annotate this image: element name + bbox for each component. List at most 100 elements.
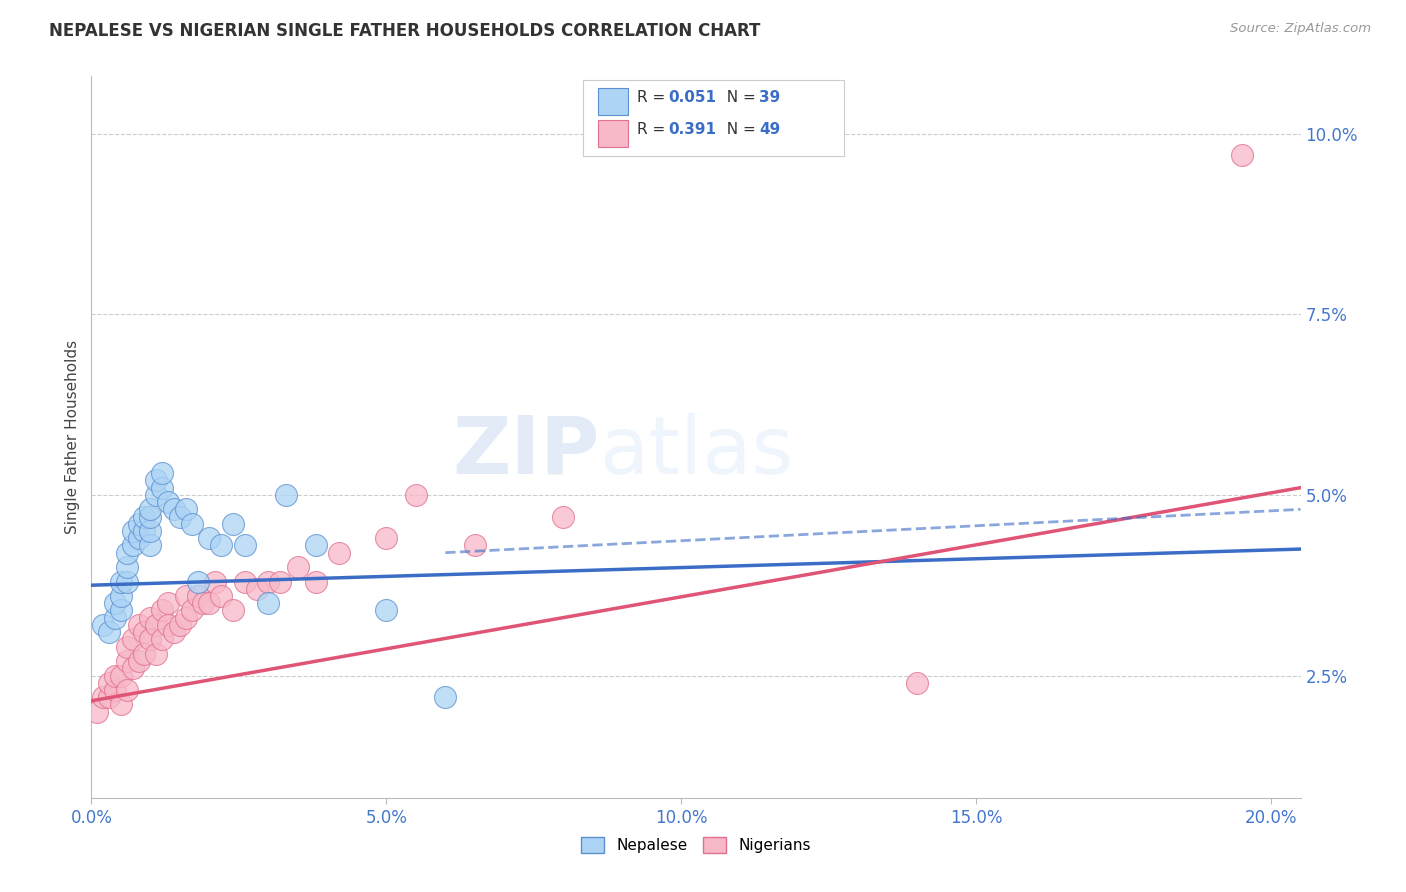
Point — [134, 625, 156, 640]
Text: ZIP: ZIP — [451, 412, 599, 491]
Point — [121, 661, 143, 675]
Point — [121, 539, 143, 553]
Point — [257, 596, 280, 610]
Point — [128, 531, 150, 545]
Point — [115, 683, 138, 698]
Point — [139, 509, 162, 524]
Point — [157, 618, 180, 632]
Text: R =: R = — [637, 122, 671, 137]
Point — [405, 488, 427, 502]
Point — [180, 603, 202, 617]
Point — [375, 531, 398, 545]
Point — [1230, 148, 1253, 162]
Point — [139, 502, 162, 516]
Point — [233, 539, 256, 553]
Point — [174, 610, 197, 624]
Point — [134, 509, 156, 524]
Text: NEPALESE VS NIGERIAN SINGLE FATHER HOUSEHOLDS CORRELATION CHART: NEPALESE VS NIGERIAN SINGLE FATHER HOUSE… — [49, 22, 761, 40]
Point — [150, 481, 173, 495]
Text: 0.391: 0.391 — [668, 122, 716, 137]
Point — [104, 610, 127, 624]
Point — [121, 524, 143, 538]
Point — [905, 675, 928, 690]
Point — [434, 690, 457, 705]
Point — [128, 618, 150, 632]
Point — [464, 539, 486, 553]
Point — [139, 524, 162, 538]
Text: R =: R = — [637, 90, 671, 105]
Point — [98, 625, 121, 640]
Text: atlas: atlas — [599, 412, 793, 491]
Point — [110, 698, 132, 712]
Point — [139, 539, 162, 553]
Point — [193, 596, 215, 610]
Point — [115, 546, 138, 560]
Point — [115, 654, 138, 668]
Point — [174, 502, 197, 516]
Point — [104, 668, 127, 682]
Point — [115, 640, 138, 654]
Point — [209, 589, 232, 603]
Point — [139, 632, 162, 647]
Point — [110, 589, 132, 603]
Text: 39: 39 — [759, 90, 780, 105]
Point — [145, 647, 167, 661]
Point — [128, 516, 150, 531]
Text: Source: ZipAtlas.com: Source: ZipAtlas.com — [1230, 22, 1371, 36]
Point — [91, 618, 114, 632]
Point — [169, 509, 191, 524]
Point — [110, 603, 132, 617]
Text: N =: N = — [717, 90, 761, 105]
Text: 0.051: 0.051 — [668, 90, 716, 105]
Point — [145, 488, 167, 502]
Point — [222, 516, 245, 531]
Point — [233, 574, 256, 589]
Point — [245, 582, 267, 596]
Point — [145, 618, 167, 632]
Point — [180, 516, 202, 531]
Point — [304, 539, 326, 553]
Point — [145, 474, 167, 488]
Point — [104, 683, 127, 698]
Point — [98, 675, 121, 690]
Point — [110, 574, 132, 589]
Point — [187, 574, 209, 589]
Point — [204, 574, 226, 589]
Point — [128, 654, 150, 668]
Point — [150, 466, 173, 480]
Point — [287, 560, 309, 574]
Point — [553, 509, 575, 524]
Point — [304, 574, 326, 589]
Point — [174, 589, 197, 603]
Point — [150, 603, 173, 617]
Point — [169, 618, 191, 632]
Point — [121, 632, 143, 647]
Point — [209, 539, 232, 553]
Point — [163, 625, 186, 640]
Point — [257, 574, 280, 589]
Point — [198, 596, 221, 610]
Point — [269, 574, 291, 589]
Point — [187, 589, 209, 603]
Point — [150, 632, 173, 647]
Point — [115, 560, 138, 574]
Point — [222, 603, 245, 617]
Point — [98, 690, 121, 705]
Point — [375, 603, 398, 617]
Y-axis label: Single Father Households: Single Father Households — [65, 340, 80, 534]
Point — [157, 596, 180, 610]
Text: N =: N = — [717, 122, 761, 137]
Point — [115, 574, 138, 589]
Point — [157, 495, 180, 509]
Point — [198, 531, 221, 545]
Point — [139, 610, 162, 624]
Point — [163, 502, 186, 516]
Point — [134, 647, 156, 661]
Point — [110, 668, 132, 682]
Legend: Nepalese, Nigerians: Nepalese, Nigerians — [575, 831, 817, 859]
Point — [86, 705, 108, 719]
Point — [104, 596, 127, 610]
Point — [274, 488, 297, 502]
Text: 49: 49 — [759, 122, 780, 137]
Point — [134, 524, 156, 538]
